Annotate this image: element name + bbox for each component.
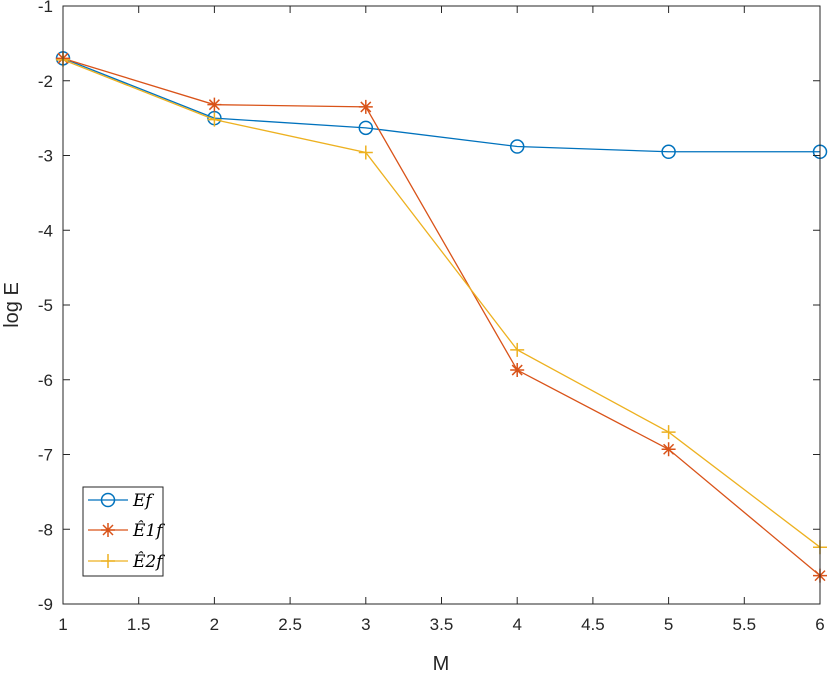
legend-label-0: Ef <box>132 491 154 511</box>
data-point-1-2 <box>358 99 373 114</box>
data-point-2-2 <box>358 145 373 160</box>
legend: Ef Ê1f Ê2f <box>82 486 165 577</box>
legend-label-1: Ê1f <box>132 520 165 541</box>
series-line-2 <box>62 59 821 548</box>
x-tick-label-6: 4 <box>512 615 521 634</box>
x-tick-label-3: 2.5 <box>278 615 302 634</box>
legend-label-2: Ê2f <box>132 551 165 572</box>
y-tick-label-0: -9 <box>38 595 53 614</box>
y-tick-label-8: -1 <box>38 0 53 16</box>
y-tick-label-4: -5 <box>38 296 53 315</box>
y-tick-label-6: -3 <box>38 147 53 166</box>
data-point-2-3 <box>510 342 525 357</box>
series-line-0 <box>62 57 820 153</box>
x-tick-label-10: 6 <box>815 615 824 634</box>
y-tick-label-1: -8 <box>38 520 53 539</box>
x-axis-label: M <box>433 653 450 675</box>
x-tick-label-8: 5 <box>664 615 673 634</box>
x-tick-label-9: 5.5 <box>732 615 756 634</box>
y-tick-label-2: -7 <box>38 446 53 465</box>
ticks-layer: 1 1.5 2 2.5 3 3.5 4 4.5 5 5.5 6 -9 -8 -7 -6 -5 -4 -3 -2 -1 <box>38 0 825 634</box>
legend-marker-0 <box>100 492 116 508</box>
data-point-0-4 <box>661 144 676 160</box>
x-tick-label-2: 2 <box>210 615 219 634</box>
x-tick-label-7: 4.5 <box>581 615 605 634</box>
y-axis-label: log E <box>1 282 23 328</box>
data-point-2-4 <box>661 425 676 440</box>
y-tick-label-3: -6 <box>38 371 53 390</box>
series-line-1 <box>62 57 821 577</box>
y-tick-label-5: -4 <box>38 221 53 240</box>
data-point-0-3 <box>509 139 525 154</box>
data-point-2-1 <box>207 112 222 127</box>
data-point-1-4 <box>661 442 676 457</box>
x-tick-label-0: 1 <box>58 615 67 634</box>
x-tick-label-5: 3.5 <box>430 615 454 634</box>
y-tick-label-7: -2 <box>38 72 53 91</box>
plot-area <box>63 6 820 604</box>
legend-marker-1 <box>101 523 115 537</box>
legend-marker-2 <box>101 554 115 568</box>
x-tick-label-1: 1.5 <box>127 615 151 634</box>
x-tick-label-4: 3 <box>361 615 370 634</box>
data-point-1-3 <box>510 363 525 378</box>
data-point-0-2 <box>358 120 374 136</box>
data-point-1-1 <box>207 97 222 112</box>
